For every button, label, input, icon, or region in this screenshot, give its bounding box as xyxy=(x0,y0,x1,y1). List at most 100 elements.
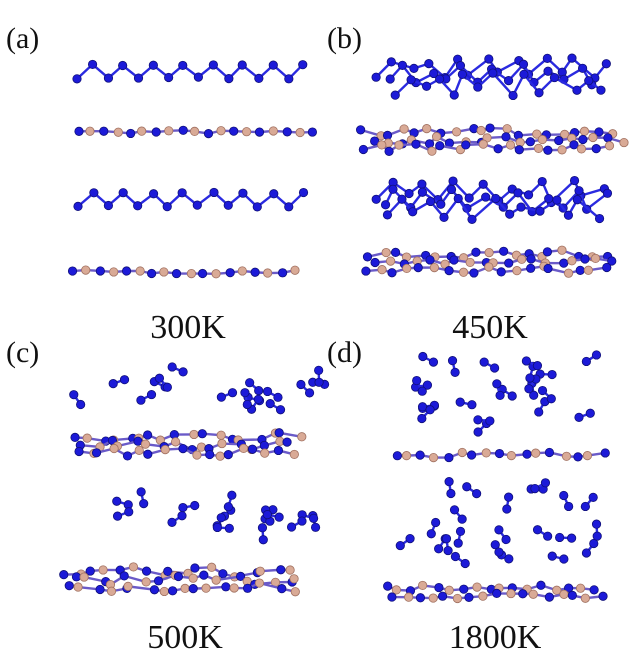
atom xyxy=(543,248,551,256)
atom xyxy=(198,429,206,437)
atom xyxy=(283,128,291,136)
atom xyxy=(503,505,511,513)
atom xyxy=(472,489,480,497)
atom xyxy=(160,268,168,276)
panel-label: (a) xyxy=(6,22,39,55)
atom xyxy=(413,376,421,384)
atom xyxy=(217,513,225,521)
atom xyxy=(179,61,187,69)
atom xyxy=(604,134,612,142)
atom xyxy=(450,256,458,264)
atom xyxy=(243,400,251,408)
atom xyxy=(581,502,589,510)
atom xyxy=(432,132,440,140)
atom xyxy=(216,452,224,460)
atom xyxy=(382,248,390,256)
atom xyxy=(583,451,591,459)
atom xyxy=(548,370,556,378)
atom xyxy=(474,416,482,424)
atom xyxy=(436,141,444,149)
atom xyxy=(485,263,493,271)
atom xyxy=(137,396,145,404)
atom xyxy=(592,351,600,359)
atom xyxy=(391,248,399,256)
atom xyxy=(122,267,130,275)
atom xyxy=(191,564,199,572)
atom xyxy=(564,211,572,219)
atom xyxy=(147,269,155,277)
atom xyxy=(560,259,568,267)
atom xyxy=(430,263,438,271)
atom xyxy=(468,400,476,408)
atom xyxy=(508,392,516,400)
atom xyxy=(398,195,406,203)
atom xyxy=(242,128,250,136)
atom xyxy=(193,451,201,459)
atom xyxy=(275,429,283,437)
atom xyxy=(481,193,489,201)
atom xyxy=(141,440,149,448)
atom xyxy=(291,266,299,274)
atom xyxy=(251,268,259,276)
atom xyxy=(274,393,282,401)
atom xyxy=(225,524,233,532)
atom xyxy=(445,477,453,485)
atom xyxy=(568,257,576,265)
atom xyxy=(445,266,453,274)
atom xyxy=(550,73,558,81)
atom xyxy=(414,263,422,271)
atom xyxy=(137,127,145,135)
atom xyxy=(456,398,464,406)
atom xyxy=(371,258,379,266)
atom xyxy=(485,248,493,256)
atom xyxy=(416,594,424,602)
atom xyxy=(480,358,488,366)
atom xyxy=(179,503,187,511)
atom xyxy=(534,144,542,152)
atom xyxy=(405,189,413,197)
atom xyxy=(386,257,394,265)
atom xyxy=(573,86,581,94)
atom xyxy=(228,491,236,499)
atom xyxy=(207,563,215,571)
atom xyxy=(456,527,464,535)
atom xyxy=(402,451,410,459)
atom xyxy=(589,493,597,501)
atom xyxy=(142,578,150,586)
atom xyxy=(505,555,513,563)
atom xyxy=(163,383,171,391)
atom xyxy=(72,573,80,581)
atom xyxy=(142,567,150,575)
atom xyxy=(126,129,134,137)
atom xyxy=(124,582,132,590)
atom xyxy=(197,443,205,451)
panel-label: (c) xyxy=(6,336,39,369)
atom xyxy=(440,213,448,221)
atom xyxy=(494,145,502,153)
atom xyxy=(593,532,601,540)
figure: (a) (b) (c) (d) 300K 450K 500K 1800K xyxy=(0,0,639,655)
temperature-caption: 300K xyxy=(150,309,226,346)
atom xyxy=(479,180,487,188)
atom xyxy=(204,129,212,137)
atom xyxy=(520,70,528,78)
atom xyxy=(291,588,299,596)
atom xyxy=(418,581,426,589)
atom xyxy=(71,433,79,441)
atom xyxy=(224,450,232,458)
atom xyxy=(449,177,457,185)
atom xyxy=(442,534,450,542)
atom xyxy=(408,208,416,216)
atom xyxy=(425,59,433,67)
atom xyxy=(356,126,364,134)
atom xyxy=(114,128,122,136)
atom xyxy=(581,594,589,602)
atom xyxy=(505,210,513,218)
atom xyxy=(163,202,171,210)
atom xyxy=(454,539,462,547)
atom xyxy=(545,194,553,202)
atom xyxy=(113,512,121,520)
atom xyxy=(386,75,394,83)
atom xyxy=(426,256,434,264)
atom xyxy=(152,128,160,136)
